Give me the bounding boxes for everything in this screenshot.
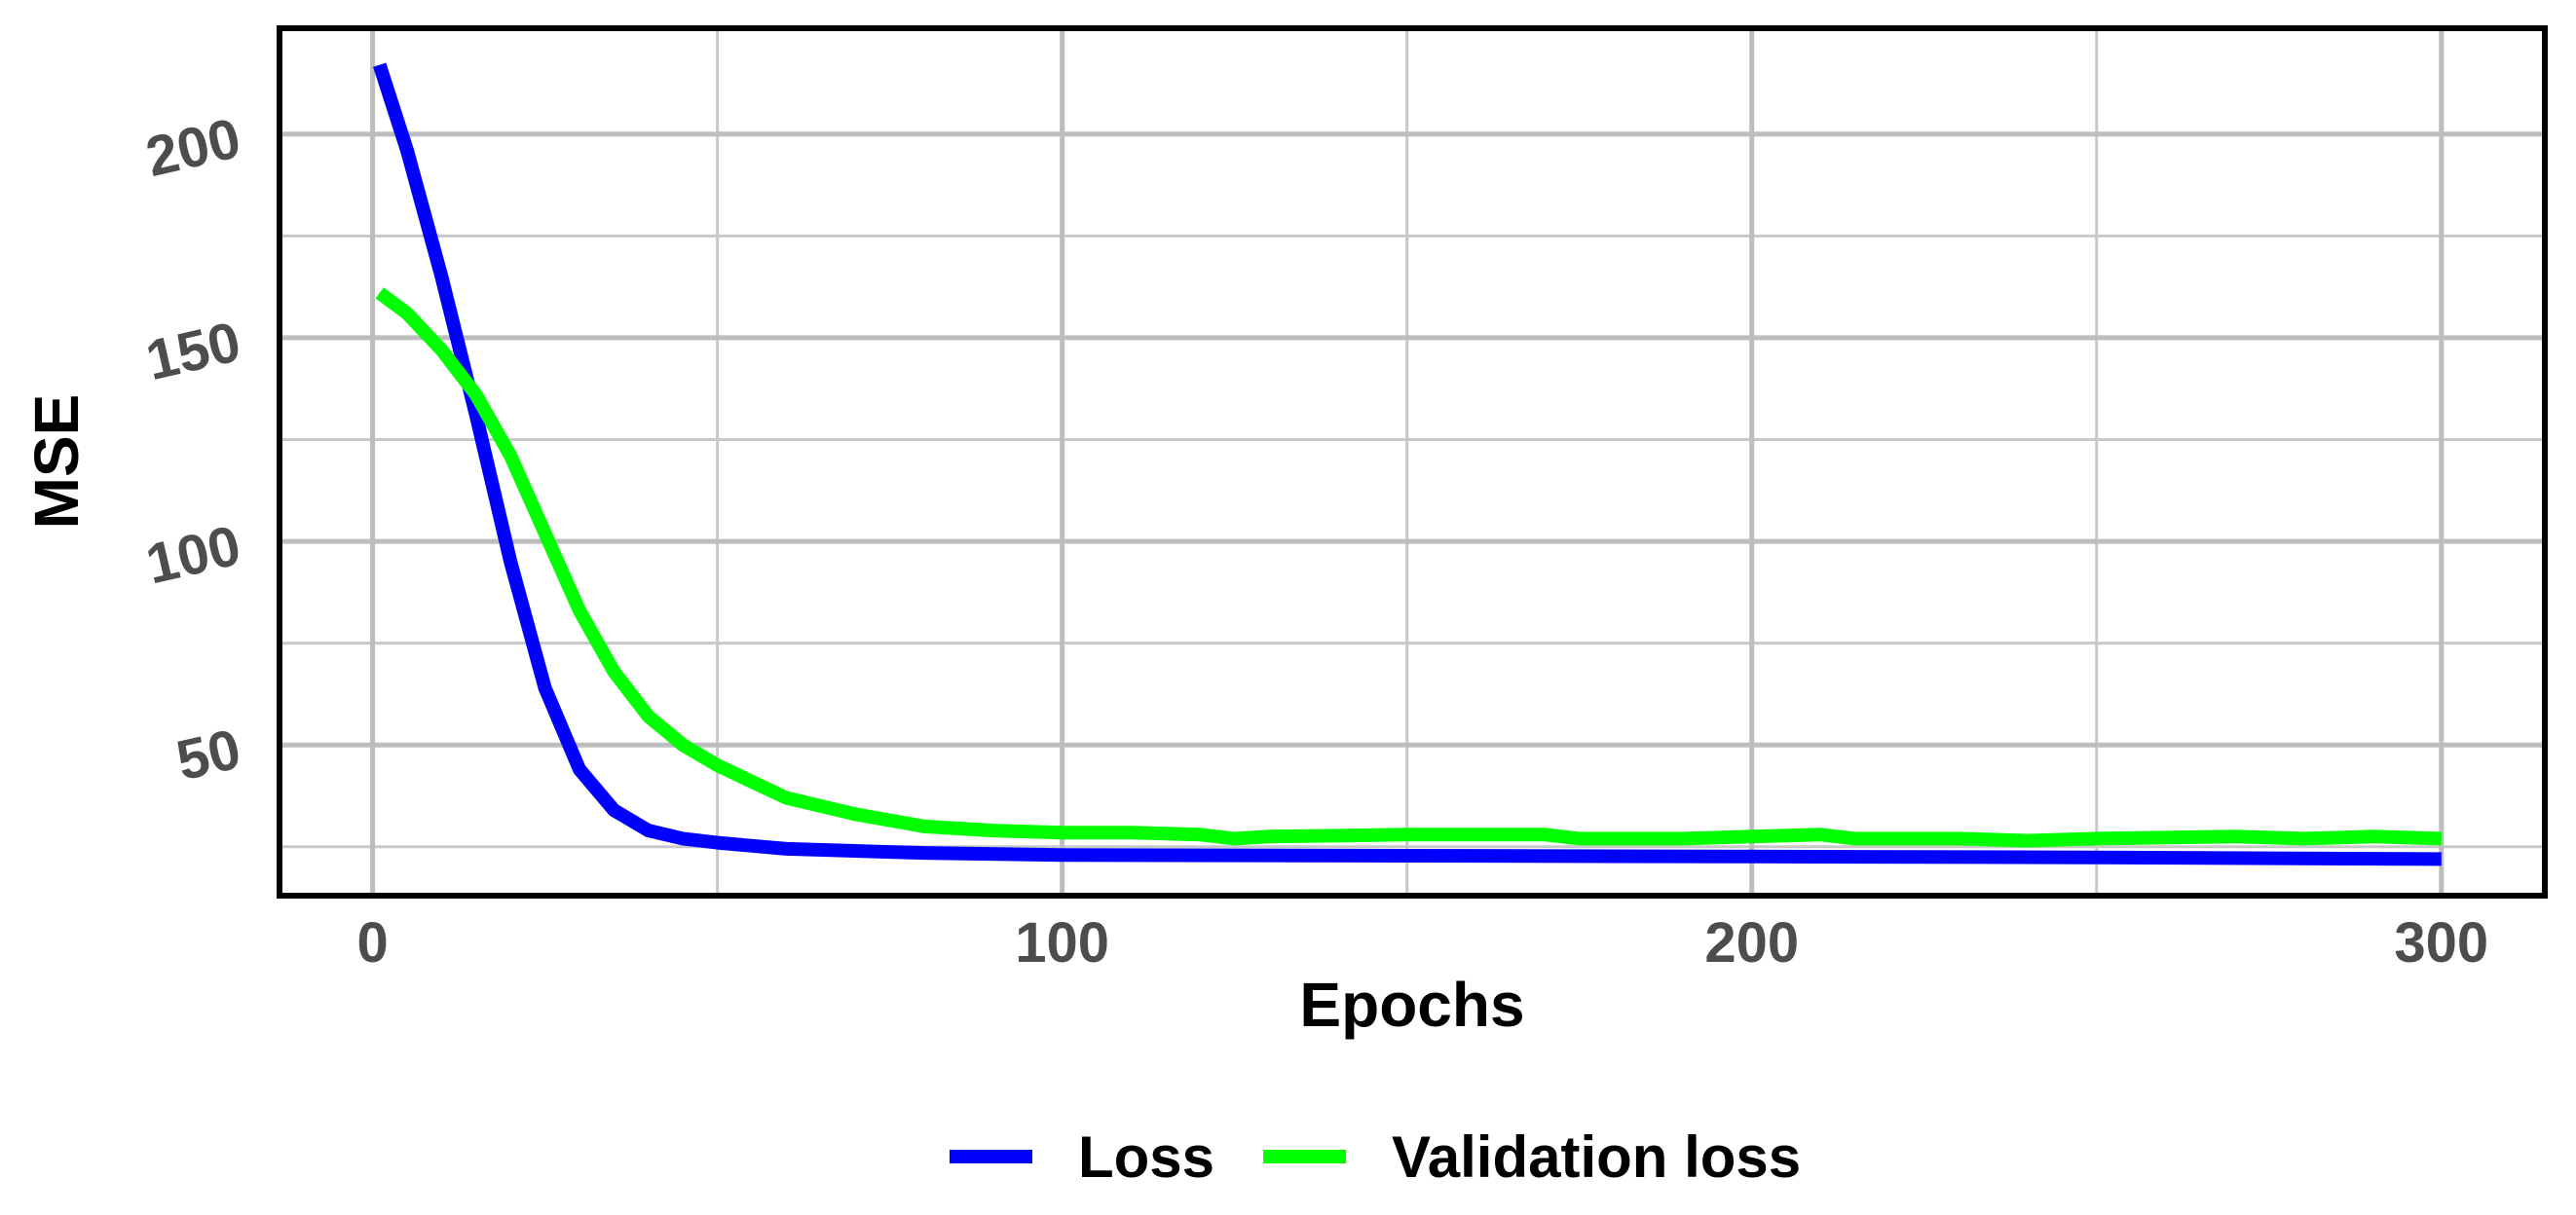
- plot-border: [277, 25, 2548, 899]
- legend-label: Loss: [1078, 1124, 1214, 1190]
- y-tick-label: 50: [170, 718, 245, 793]
- legend: Loss Validation loss: [950, 1124, 1801, 1190]
- series-lines: [373, 62, 2443, 866]
- y-axis-title: MSE: [21, 394, 92, 530]
- x-tick-label: 200: [1704, 911, 1799, 975]
- major-gridlines: [280, 28, 2545, 896]
- series-line-loss: [373, 62, 2442, 866]
- x-tick-labels: 0 100 200 300: [356, 911, 2488, 975]
- minor-gridlines: [280, 28, 2545, 896]
- x-axis-title: Epochs: [1299, 970, 1524, 1040]
- x-tick-label: 100: [1015, 911, 1109, 975]
- legend-label: Validation loss: [1392, 1124, 1801, 1190]
- series-line-validation-loss: [375, 287, 2443, 848]
- x-tick-label: 0: [356, 911, 388, 975]
- x-tick-label: 300: [2394, 911, 2488, 975]
